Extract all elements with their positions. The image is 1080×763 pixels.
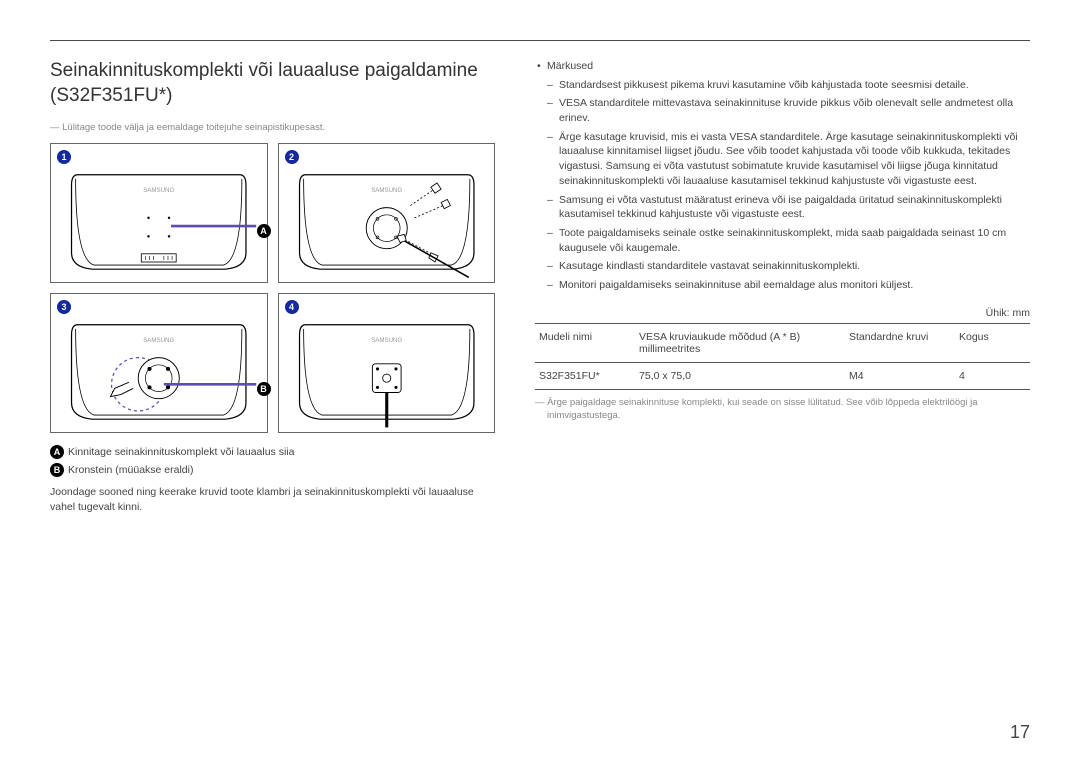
th-qty: Kogus <box>955 323 1030 362</box>
legend-b: B Kronstein (müüakse eraldi) <box>50 463 495 477</box>
svg-text:SAMSUNG: SAMSUNG <box>371 188 402 195</box>
td-vesa: 75,0 x 75,0 <box>635 362 845 389</box>
diagram-1: 1 SAMSUNG A <box>50 143 268 283</box>
svg-text:SAMSUNG: SAMSUNG <box>143 188 174 195</box>
monitor-back-3: SAMSUNG <box>51 294 266 438</box>
callout-a: A <box>257 222 275 240</box>
page-title: Seinakinnituskomplekti või lauaaluse pai… <box>50 59 495 108</box>
callout-b: B <box>257 380 275 398</box>
power-off-note: Lülitage toode välja ja eemaldage toitej… <box>50 122 495 133</box>
letter-a-inline: A <box>50 445 64 459</box>
letter-b-inline: B <box>50 463 64 477</box>
note-item: Standardsest pikkusest pikema kruvi kasu… <box>535 78 1030 93</box>
diagram-2: 2 SAMSUNG <box>278 143 496 283</box>
th-model: Mudeli nimi <box>535 323 635 362</box>
instruction-paragraph: Joondage sooned ning keerake kruvid toot… <box>50 485 495 513</box>
monitor-back-2: SAMSUNG <box>279 144 494 288</box>
note-item: Toote paigaldamiseks seinale ostke seina… <box>535 226 1030 255</box>
legend-a: A Kinnitage seinakinnituskomplekt või la… <box>50 445 495 459</box>
note-item: Kasutage kindlasti standarditele vastava… <box>535 259 1030 274</box>
diagram-4: 4 SAMSUNG <box>278 293 496 433</box>
monitor-back-1: SAMSUNG <box>51 144 266 288</box>
th-screw: Standardne kruvi <box>845 323 955 362</box>
td-screw: M4 <box>845 362 955 389</box>
svg-text:SAMSUNG: SAMSUNG <box>371 338 402 345</box>
note-item: Ärge kasutage kruvisid, mis ei vasta VES… <box>535 130 1030 189</box>
unit-label: Ühik: mm <box>535 307 1030 319</box>
note-item: VESA standarditele mittevastava seinakin… <box>535 96 1030 125</box>
letter-a: A <box>257 224 271 238</box>
warning-footnote: Ärge paigaldage seinakinnituse komplekti… <box>535 396 1030 423</box>
svg-text:SAMSUNG: SAMSUNG <box>143 338 174 345</box>
diagram-3: 3 SAMSUNG B <box>50 293 268 433</box>
monitor-back-4: SAMSUNG <box>279 294 494 438</box>
legend-a-text: Kinnitage seinakinnituskomplekt või laua… <box>68 446 294 458</box>
letter-b: B <box>257 382 271 396</box>
spec-table: Mudeli nimi VESA kruviaukude mõõdud (A *… <box>535 323 1030 390</box>
table-row: S32F351FU* 75,0 x 75,0 M4 4 <box>535 362 1030 389</box>
page-number: 17 <box>1010 722 1030 743</box>
diagram-grid: 1 SAMSUNG A 2 <box>50 143 495 433</box>
td-model: S32F351FU* <box>535 362 635 389</box>
td-qty: 4 <box>955 362 1030 389</box>
note-item: Monitori paigaldamiseks seinakinnituse a… <box>535 278 1030 293</box>
legend-b-text: Kronstein (müüakse eraldi) <box>68 464 193 476</box>
notes-heading: Märkused <box>535 59 1030 74</box>
note-item: Samsung ei võta vastutust määratust erin… <box>535 193 1030 222</box>
th-vesa: VESA kruviaukude mõõdud (A * B) millimee… <box>635 323 845 362</box>
